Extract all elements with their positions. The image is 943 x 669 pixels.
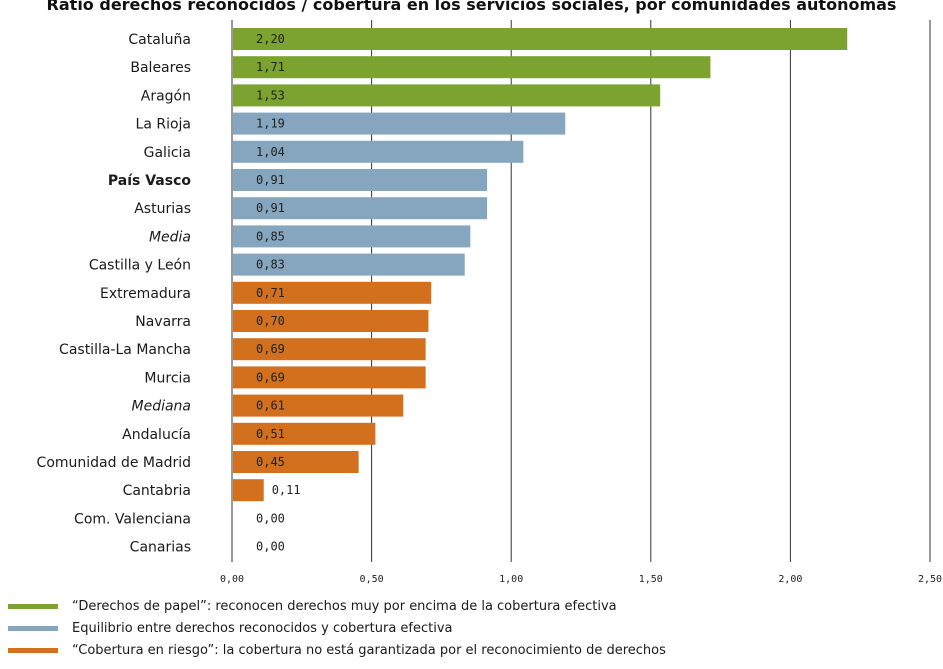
- bar-6: [233, 197, 488, 220]
- legend-swatch-riesgo: [8, 647, 58, 653]
- legend-swatch-equilibrio: [8, 625, 58, 631]
- legend-item-equilibrio: Equilibrio entre derechos reconocidos y …: [8, 617, 666, 639]
- category-label: Asturias: [134, 201, 191, 217]
- value-label: 0,51: [256, 427, 285, 441]
- value-label: 0,83: [256, 258, 285, 272]
- category-label: Cantabria: [123, 483, 191, 499]
- category-label: Cataluña: [128, 32, 191, 48]
- bar-4: [233, 140, 524, 163]
- category-label: Castilla y León: [89, 258, 191, 274]
- x-tick-label: 0,00: [220, 574, 244, 585]
- category-label: Galicia: [144, 145, 191, 161]
- category-label: Baleares: [130, 60, 191, 76]
- bar-9: [233, 281, 432, 304]
- category-label: Canarias: [130, 540, 191, 556]
- bar-2: [233, 84, 661, 107]
- bar-chart: 0,00 0,50 1,00 1,50 2,00 2,50 Cataluña 2,20 Bale…: [37, 20, 942, 585]
- value-label: 0,00: [256, 511, 285, 525]
- bar-16: [233, 479, 264, 502]
- bar-5: [233, 169, 488, 191]
- bar-7: [233, 225, 471, 248]
- category-label: Media: [149, 229, 191, 245]
- value-label: 0,69: [256, 342, 285, 356]
- value-label: 2,20: [256, 32, 285, 46]
- bar-10: [233, 310, 429, 332]
- value-label: 0,85: [256, 229, 285, 243]
- legend-item-riesgo: “Cobertura en riesgo”: la cobertura no e…: [8, 639, 666, 661]
- category-label: Comunidad de Madrid: [37, 455, 191, 471]
- bar-0: [233, 28, 848, 50]
- x-tick-label: 2,50: [918, 574, 942, 585]
- bar-1: [233, 56, 711, 79]
- legend-label-riesgo: “Cobertura en riesgo”: la cobertura no e…: [72, 642, 666, 658]
- value-label: 1,53: [256, 88, 285, 102]
- x-tick-label: 1,00: [499, 574, 523, 585]
- category-label: Aragón: [141, 88, 191, 104]
- value-label: 1,71: [256, 60, 285, 74]
- category-label: Navarra: [135, 314, 191, 330]
- value-label: 1,19: [256, 117, 285, 131]
- chart-title: Ratio derechos reconocidos / cobertura e…: [46, 0, 897, 14]
- legend-item-papel: “Derechos de papel”: reconocen derechos …: [8, 595, 666, 617]
- value-label: 0,71: [256, 286, 285, 300]
- category-label: Mediana: [132, 399, 192, 415]
- bar-12: [233, 366, 426, 389]
- value-label: 0,11: [272, 483, 301, 497]
- value-label: 0,00: [256, 540, 285, 554]
- bar-11: [233, 338, 426, 361]
- category-label: Murcia: [144, 370, 191, 386]
- x-tick-label: 0,50: [360, 574, 384, 585]
- category-label: Castilla-La Mancha: [59, 342, 191, 358]
- category-label: La Rioja: [136, 117, 191, 133]
- value-label: 0,70: [256, 314, 285, 328]
- value-label: 0,61: [256, 399, 285, 413]
- category-label: Andalucía: [122, 427, 191, 443]
- legend-swatch-papel: [8, 603, 58, 609]
- x-tick-label: 2,00: [778, 574, 802, 585]
- value-label: 1,04: [256, 145, 285, 159]
- value-label: 0,91: [256, 173, 285, 187]
- bar-3: [233, 112, 566, 135]
- legend-label-equilibrio: Equilibrio entre derechos reconocidos y …: [72, 620, 453, 636]
- bar-8: [233, 253, 465, 276]
- chart-legend: “Derechos de papel”: reconocen derechos …: [8, 595, 666, 661]
- value-label: 0,69: [256, 370, 285, 384]
- bar-13: [233, 394, 404, 417]
- value-label: 0,91: [256, 201, 285, 215]
- value-label: 0,45: [256, 455, 285, 469]
- x-tick-label: 1,50: [639, 574, 663, 585]
- bar-14: [233, 422, 376, 445]
- legend-label-papel: “Derechos de papel”: reconocen derechos …: [72, 598, 617, 614]
- category-label: Extremadura: [100, 286, 191, 302]
- category-label: País Vasco: [108, 173, 191, 189]
- category-label: Com. Valenciana: [74, 511, 191, 527]
- bar-15: [233, 451, 359, 473]
